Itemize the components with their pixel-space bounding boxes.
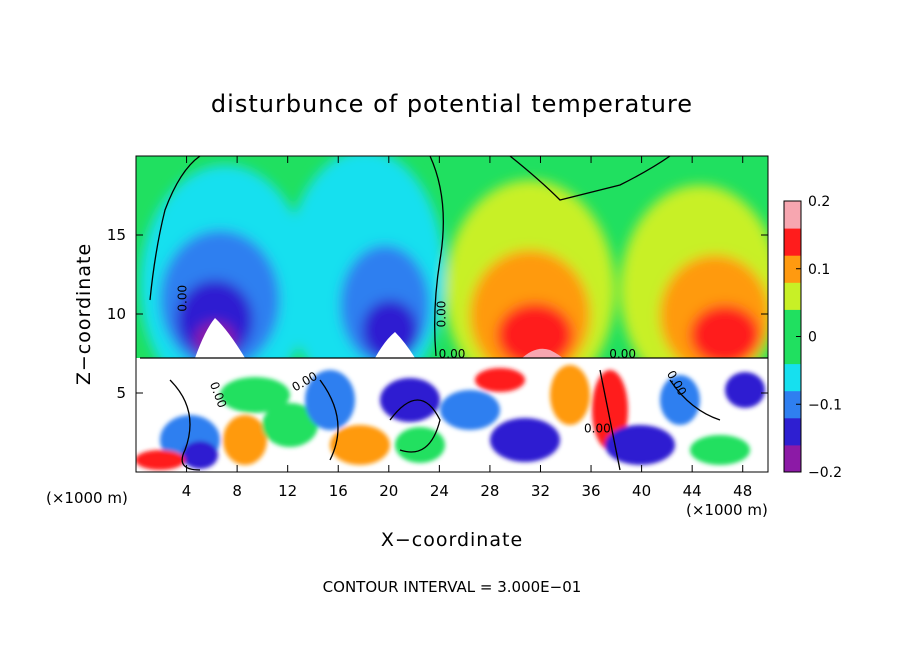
contour-label-0: 0.00 bbox=[176, 285, 190, 312]
contour-interval-label: CONTOUR INTERVAL = 3.000E−01 bbox=[323, 578, 582, 596]
x-tick-label-6: 28 bbox=[480, 482, 499, 500]
contour-zero-top bbox=[509, 156, 671, 201]
colorbar: 0.2 0.1 0 −0.1 −0.2 bbox=[783, 194, 842, 481]
contour-label-3: 0.00 bbox=[435, 301, 449, 328]
lower-blob bbox=[330, 425, 390, 465]
colorbar-bands bbox=[784, 201, 801, 473]
contour-label-7: 0.00 bbox=[609, 347, 636, 361]
x-tick-label-4: 20 bbox=[379, 482, 398, 500]
contour-label-5: 0.00 bbox=[584, 422, 611, 436]
contour-lower-5 bbox=[669, 379, 721, 421]
colorbar-tick-label-1: 0.1 bbox=[808, 262, 830, 278]
x-tick-label-9: 40 bbox=[632, 482, 651, 500]
contour-zero-left bbox=[149, 156, 201, 301]
lower-blob bbox=[660, 375, 700, 425]
blob-warm-left-inner bbox=[497, 303, 573, 367]
x-tick-label-3: 16 bbox=[329, 482, 348, 500]
colorbar-band-2 bbox=[784, 390, 801, 419]
heatmap-field bbox=[136, 156, 768, 472]
lower-layer-blobs bbox=[136, 365, 765, 470]
lower-blob bbox=[475, 368, 525, 392]
contour-lines bbox=[140, 156, 768, 471]
x-tick-label-5: 24 bbox=[430, 482, 449, 500]
x-axis-label: X−coordinate bbox=[381, 529, 523, 551]
lower-blob bbox=[550, 365, 590, 425]
y-axis-label: Z−coordinate bbox=[73, 243, 95, 385]
colorbar-band-9 bbox=[784, 201, 801, 229]
plume-tip-right bbox=[375, 332, 415, 358]
x-axis: 4 8 12 16 20 24 28 32 36 40 44 48 bbox=[182, 156, 752, 500]
colorbar-band-6 bbox=[784, 282, 801, 310]
lower-blob bbox=[223, 415, 267, 465]
lower-blob bbox=[182, 441, 218, 469]
colorbar-tick-label-3: −0.1 bbox=[808, 397, 842, 413]
contour-lower-3 bbox=[389, 399, 441, 453]
colorbar-tick-label-0: 0.2 bbox=[808, 194, 830, 210]
colorbar-band-4 bbox=[784, 336, 801, 365]
colorbar-band-3 bbox=[784, 363, 801, 392]
lower-blob bbox=[220, 377, 290, 413]
blob-warm-right-inner bbox=[690, 305, 760, 365]
lower-blob bbox=[380, 378, 440, 422]
contour-lower-4 bbox=[599, 369, 621, 471]
lower-blob bbox=[136, 450, 185, 470]
x-tick-label-0: 4 bbox=[182, 482, 192, 500]
x-tick-label-1: 8 bbox=[232, 482, 242, 500]
contour-lower-1 bbox=[169, 379, 201, 471]
lower-blob bbox=[262, 403, 318, 447]
plume-tip-left bbox=[195, 318, 245, 358]
chart-title: disturbunce of potential temperature bbox=[211, 90, 693, 118]
lower-blob bbox=[490, 418, 560, 462]
colorbar-band-8 bbox=[784, 228, 801, 256]
colorbar-tick-label-4: −0.2 bbox=[808, 465, 842, 481]
colorbar-band-1 bbox=[784, 417, 801, 446]
lower-blob bbox=[440, 390, 500, 430]
y-tick-label-1: 10 bbox=[107, 305, 126, 323]
x-unit-label-right: (×1000 m) bbox=[686, 501, 768, 519]
x-tick-label-8: 36 bbox=[581, 482, 600, 500]
lower-blob bbox=[305, 370, 355, 430]
contour-zero-center bbox=[429, 156, 444, 357]
colorbar-tick-label-2: 0 bbox=[808, 330, 817, 346]
colorbar-band-7 bbox=[784, 255, 801, 283]
y-tick-label-0: 5 bbox=[116, 384, 126, 402]
lower-blob bbox=[395, 427, 445, 463]
colorbar-ticks: 0.2 0.1 0 −0.1 −0.2 bbox=[796, 194, 842, 481]
upper-field-blobs bbox=[140, 156, 768, 405]
y-axis: 5 10 15 bbox=[107, 226, 768, 402]
x-unit-label: (×1000 m) bbox=[46, 489, 128, 507]
contour-lower-2 bbox=[319, 379, 339, 461]
colorbar-band-0 bbox=[784, 444, 801, 473]
x-tick-label-10: 44 bbox=[683, 482, 702, 500]
lower-blob bbox=[725, 372, 765, 408]
plume-tip-warm bbox=[520, 348, 565, 360]
x-tick-label-11: 48 bbox=[733, 482, 752, 500]
x-tick-label-2: 12 bbox=[278, 482, 297, 500]
contour-label-4: 0.00 bbox=[439, 347, 466, 361]
lower-blob bbox=[690, 435, 750, 465]
lower-blob bbox=[605, 425, 675, 465]
colorbar-band-5 bbox=[784, 309, 801, 337]
y-tick-label-2: 15 bbox=[107, 226, 126, 244]
x-tick-label-7: 32 bbox=[531, 482, 550, 500]
